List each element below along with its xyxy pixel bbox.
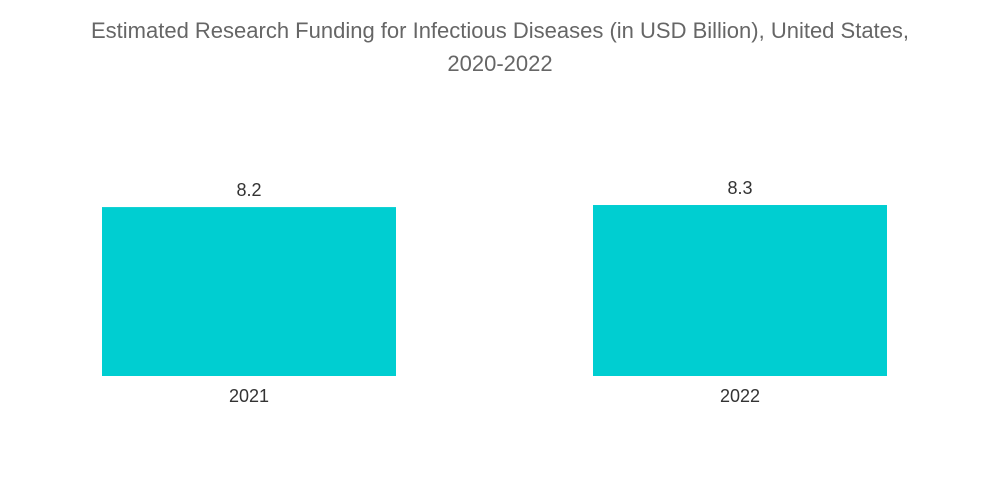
x-tick-label-2022: 2022	[720, 386, 760, 406]
chart-title-line-2: 2020-2022	[447, 51, 553, 76]
data-label-2022: 8.3	[727, 178, 752, 198]
chart-title-line-1: Estimated Research Funding for Infectiou…	[90, 18, 910, 43]
bar-2021	[102, 207, 396, 376]
data-label-2021: 8.2	[236, 180, 261, 200]
bar-2022	[593, 205, 887, 376]
chart-title: Estimated Research Funding for Infectiou…	[0, 14, 1000, 80]
x-tick-label-2021: 2021	[229, 386, 269, 406]
